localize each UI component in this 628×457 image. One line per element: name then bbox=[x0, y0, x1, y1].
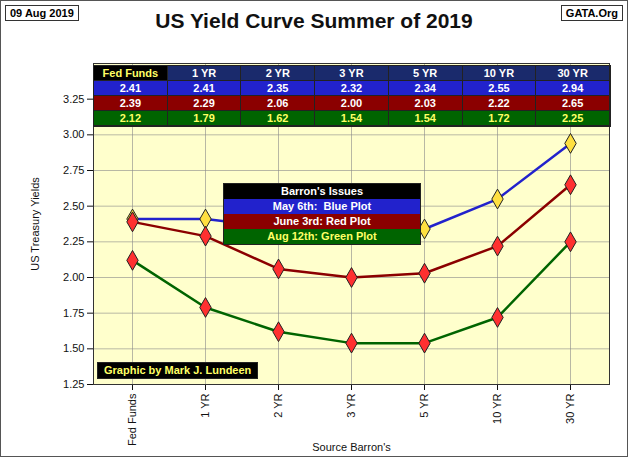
html-text:2.41: 2.41 bbox=[119, 82, 142, 94]
svg-text:5 YR: 5 YR bbox=[418, 393, 430, 417]
html-text:2.03: 2.03 bbox=[414, 97, 436, 109]
html-text:2.35: 2.35 bbox=[267, 82, 289, 94]
svg-text:1.25: 1.25 bbox=[63, 378, 84, 390]
svg-text:US Treasury Yields: US Treasury Yields bbox=[29, 177, 41, 271]
html-text:1 YR: 1 YR bbox=[191, 67, 217, 79]
html-text:10 YR: 10 YR bbox=[483, 67, 515, 79]
svg-text:2 YR: 2 YR bbox=[272, 393, 284, 417]
html-text:1.62: 1.62 bbox=[267, 112, 289, 124]
html-text:2.65: 2.65 bbox=[561, 97, 584, 109]
svg-text:1 YR: 1 YR bbox=[199, 393, 211, 417]
svg-text:3 YR: 3 YR bbox=[345, 393, 357, 417]
svg-text:3.00: 3.00 bbox=[63, 128, 84, 140]
html-text:Graphic by Mark J. Lundeen: Graphic by Mark J. Lundeen bbox=[104, 364, 252, 376]
html-text:2.29: 2.29 bbox=[193, 97, 215, 109]
svg-text:Fed Funds: Fed Funds bbox=[126, 393, 138, 446]
html-text:2.25: 2.25 bbox=[561, 112, 584, 124]
html-text:Barron's Issues: Barron's Issues bbox=[280, 185, 363, 197]
html-text:2.00: 2.00 bbox=[340, 97, 363, 109]
html-text:June 3rd: Red Plot: June 3rd: Red Plot bbox=[273, 215, 371, 227]
html-text:2.22: 2.22 bbox=[488, 97, 510, 109]
html-text:2.06: 2.06 bbox=[267, 97, 289, 109]
html-text:2.94: 2.94 bbox=[561, 82, 584, 94]
html-text:May 6th: Blue Plot: May 6th: Blue Plot bbox=[272, 200, 372, 212]
svg-text:2.50: 2.50 bbox=[63, 200, 84, 212]
svg-text:1.50: 1.50 bbox=[63, 342, 84, 354]
html-text:Aug 12th: Green Plot: Aug 12th: Green Plot bbox=[267, 230, 377, 242]
html-text:2.32: 2.32 bbox=[340, 82, 363, 94]
html-text:2 YR: 2 YR bbox=[265, 67, 290, 79]
svg-text:10 YR: 10 YR bbox=[491, 393, 503, 423]
html-text:GATA.Org: GATA.Org bbox=[565, 7, 618, 19]
html-text:09 Aug 2019: 09 Aug 2019 bbox=[10, 7, 74, 19]
html-text:1.79: 1.79 bbox=[193, 112, 215, 124]
svg-text:2.75: 2.75 bbox=[63, 164, 84, 176]
svg-text:2.00: 2.00 bbox=[63, 271, 84, 283]
svg-text:30 YR: 30 YR bbox=[564, 393, 576, 423]
svg-text:1.75: 1.75 bbox=[63, 307, 84, 319]
html-text:1.54: 1.54 bbox=[340, 112, 363, 124]
svg-text:3.25: 3.25 bbox=[63, 93, 84, 105]
html-text:2.41: 2.41 bbox=[193, 82, 215, 94]
svg-text:Source Barron's: Source Barron's bbox=[312, 441, 391, 453]
html-text:2.55: 2.55 bbox=[488, 82, 510, 94]
svg-text:2.25: 2.25 bbox=[63, 235, 84, 247]
html-text:5 YR: 5 YR bbox=[413, 67, 438, 79]
html-text:2.34: 2.34 bbox=[414, 82, 436, 94]
html-text:1.72: 1.72 bbox=[488, 112, 510, 124]
html-text:30 YR: 30 YR bbox=[557, 67, 588, 79]
html-text:2.39: 2.39 bbox=[119, 97, 142, 109]
html-text:US Yield Curve Summer of 2019: US Yield Curve Summer of 2019 bbox=[155, 9, 473, 32]
html-text:Fed Funds: Fed Funds bbox=[102, 67, 159, 79]
html-text:1.54: 1.54 bbox=[414, 112, 436, 124]
html-text:3 YR: 3 YR bbox=[339, 67, 364, 79]
html-text:2.12: 2.12 bbox=[119, 112, 142, 124]
